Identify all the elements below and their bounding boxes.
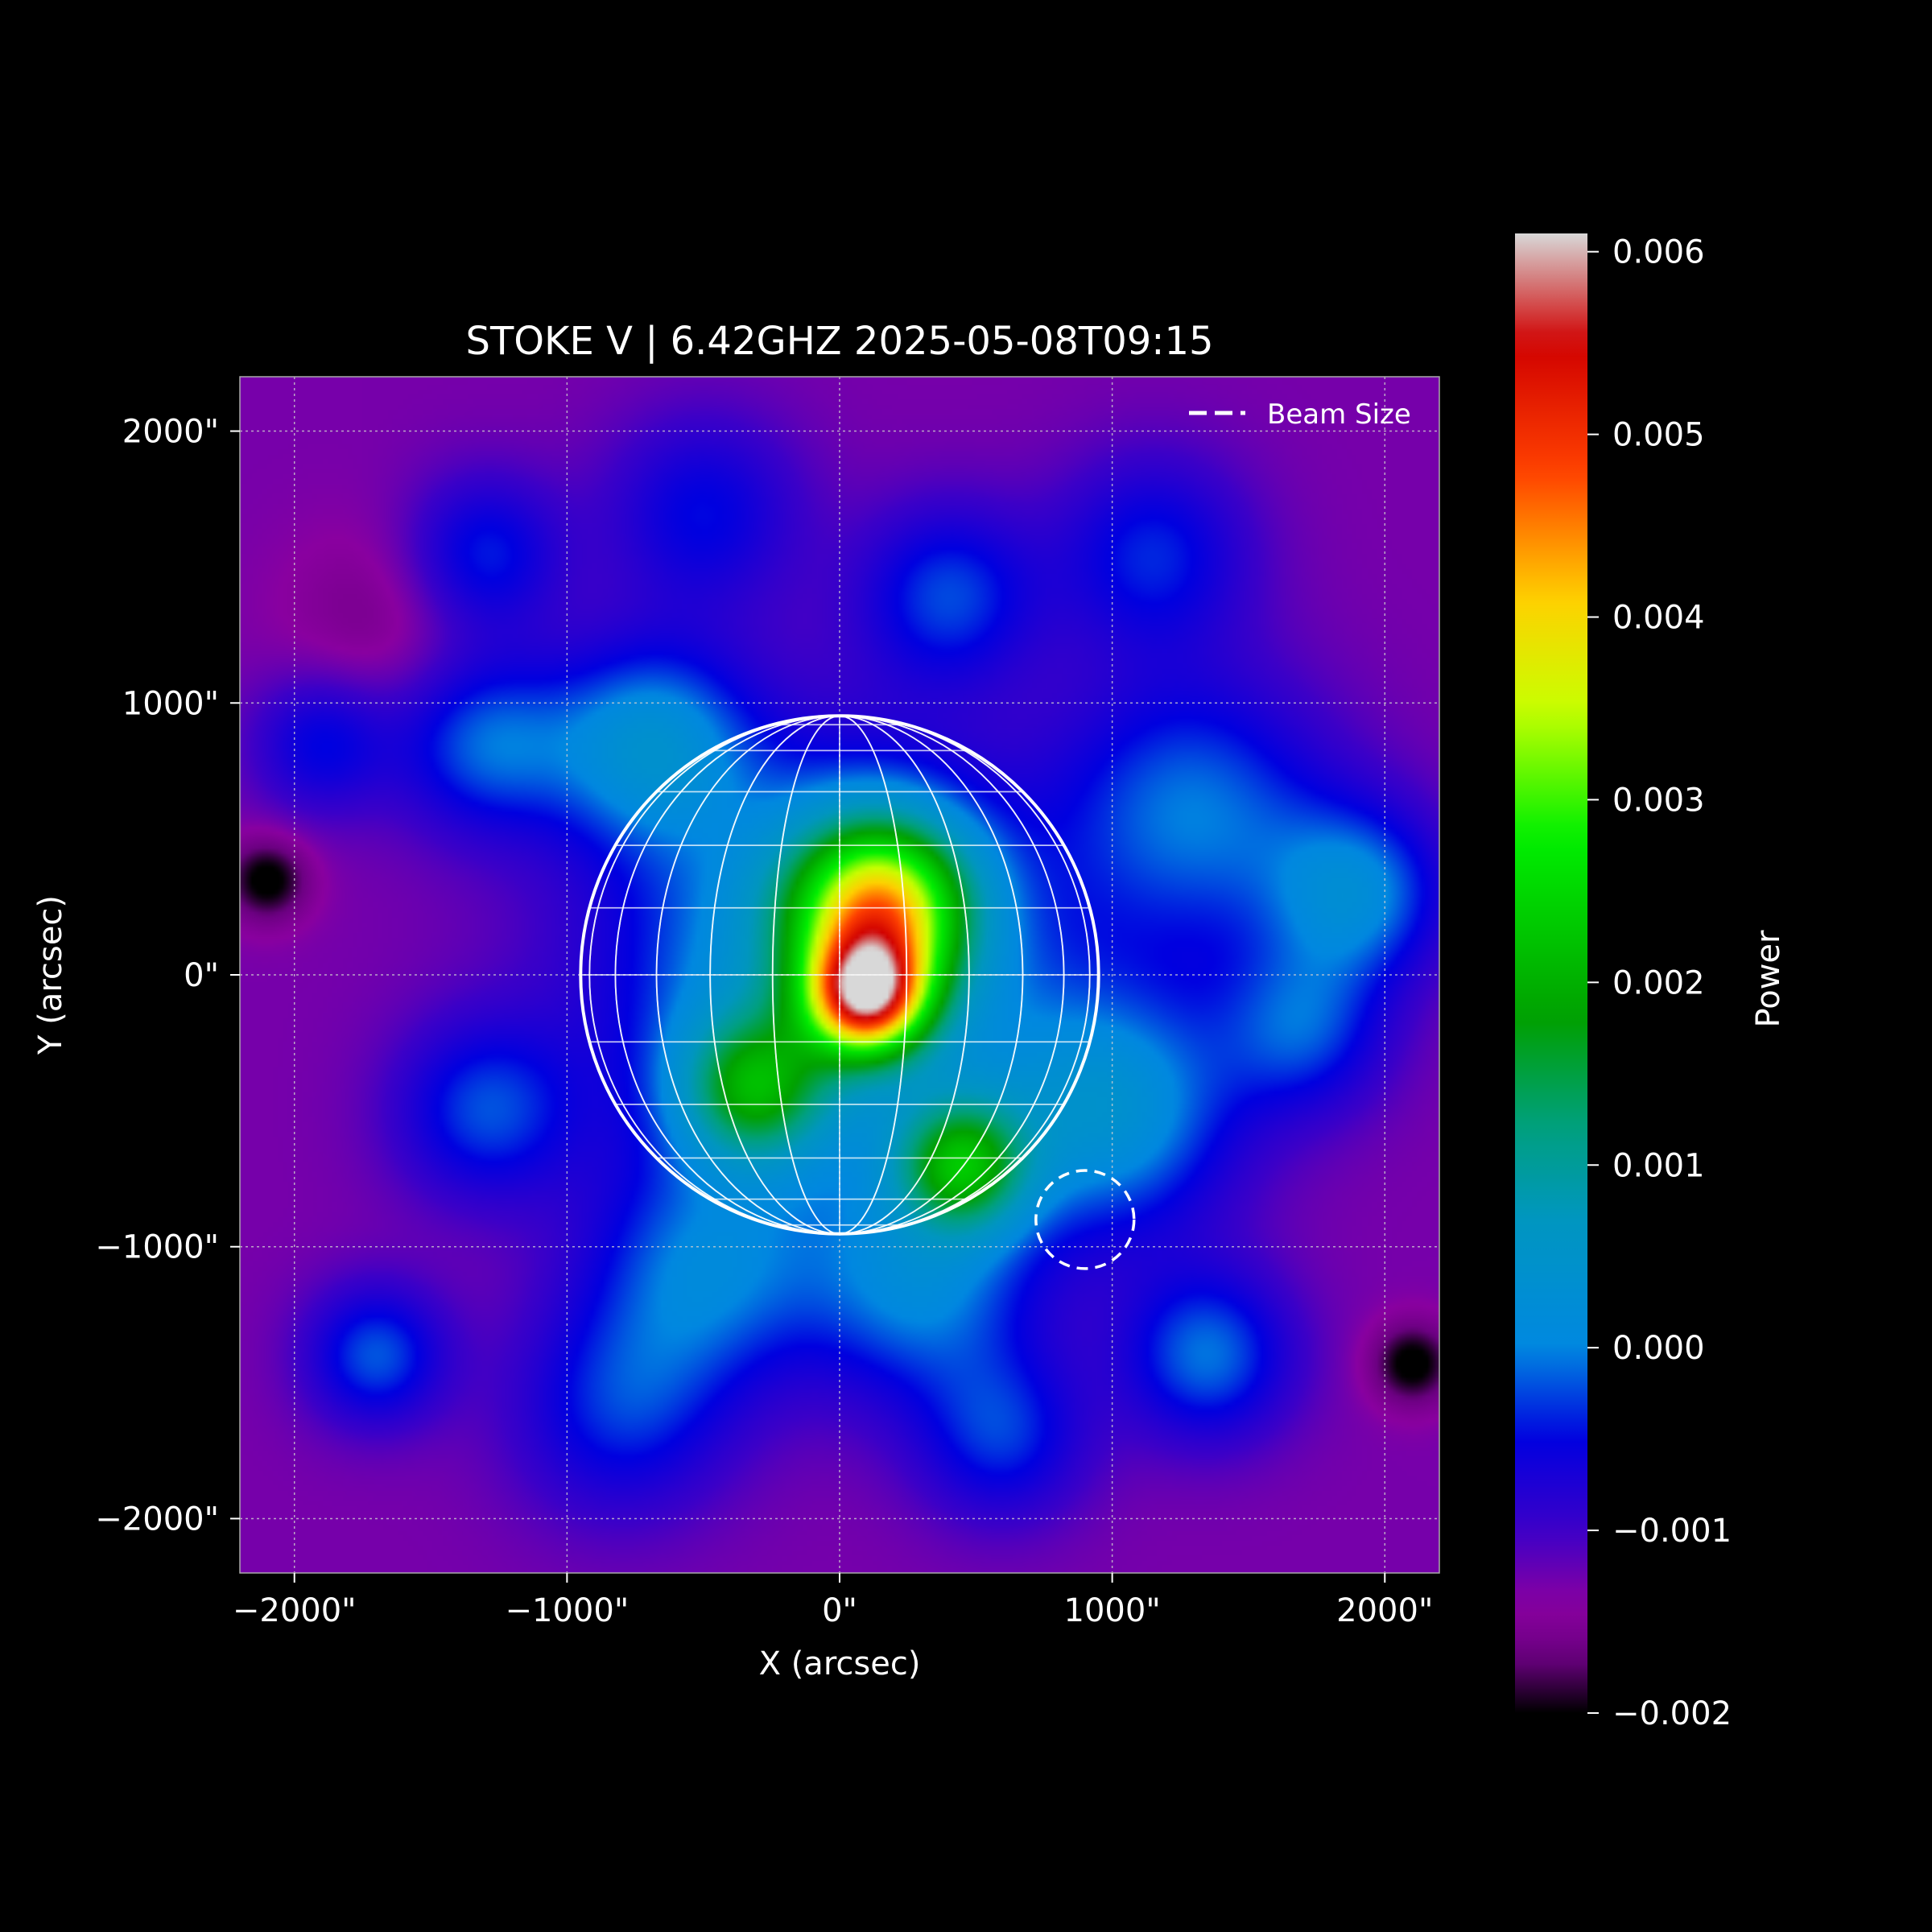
colorbar-tick-label: 0.005	[1612, 417, 1705, 454]
colorbar-tick-label: 0.006	[1612, 234, 1705, 271]
x-axis-label: X (arcsec)	[759, 1645, 921, 1682]
plot-area	[240, 377, 1439, 1573]
colorbar-tick-label: 0.004	[1612, 600, 1705, 637]
chart-title: STOKE V | 6.42GHZ 2025-05-08T09:15	[465, 319, 1213, 364]
legend-beam-size-label: Beam Size	[1267, 398, 1411, 431]
x-tick-label: 0"	[822, 1592, 857, 1629]
colorbar-tick-label: 0.002	[1612, 964, 1705, 1001]
colorbar-tick-label: 0.003	[1612, 782, 1705, 819]
colorbar-tick-label: 0.000	[1612, 1330, 1705, 1367]
y-tick-label: −1000"	[95, 1229, 219, 1266]
x-tick-label: 2000"	[1336, 1592, 1433, 1629]
colorbar-ticks: 0.006 0.005 0.004 0.003 0.002 0.001 0.000 −0.00…	[1587, 234, 1732, 1732]
x-tick-label: −1000"	[506, 1592, 630, 1629]
x-axis-ticks: −2000" −1000" 0" 1000" 2000"	[233, 1573, 1434, 1629]
x-tick-label: −2000"	[233, 1592, 357, 1629]
y-tick-label: 2000"	[122, 414, 219, 451]
y-tick-label: 1000"	[122, 685, 219, 722]
y-axis-ticks: 2000" 1000" 0" −1000" −2000"	[95, 414, 240, 1538]
x-tick-label: 1000"	[1064, 1592, 1161, 1629]
y-axis-label: Y (arcsec)	[32, 895, 69, 1055]
colorbar-tick-label: −0.002	[1612, 1695, 1732, 1732]
colorbar-tick-label: 0.001	[1612, 1147, 1705, 1184]
y-tick-label: 0"	[184, 957, 219, 994]
y-tick-label: −2000"	[95, 1501, 219, 1538]
colorbar: 0.006 0.005 0.004 0.003 0.002 0.001 0.000 −0.00…	[1515, 233, 1787, 1732]
colorbar-label: Power	[1750, 930, 1787, 1027]
colorbar-gradient	[1515, 233, 1587, 1713]
colorbar-tick-label: −0.001	[1612, 1513, 1732, 1550]
